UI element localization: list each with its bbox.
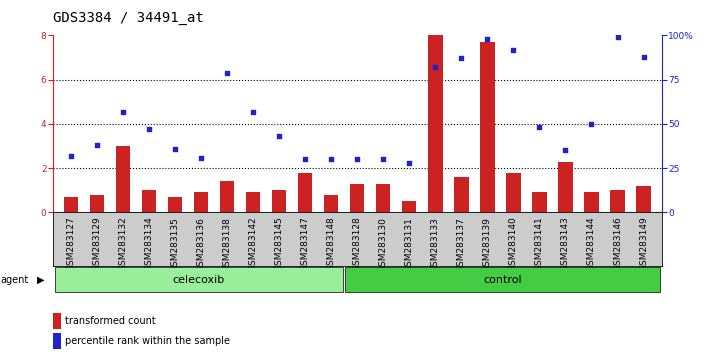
Point <box>92 142 103 148</box>
Bar <box>454 177 469 212</box>
Text: control: control <box>484 275 522 285</box>
Text: GSM283147: GSM283147 <box>301 217 310 272</box>
Point <box>326 156 337 162</box>
Bar <box>246 193 260 212</box>
Point <box>638 54 649 59</box>
Point <box>560 148 571 153</box>
Bar <box>298 172 313 212</box>
Bar <box>376 184 391 212</box>
Point <box>248 109 259 114</box>
Bar <box>428 35 443 212</box>
Point <box>300 156 311 162</box>
Point <box>455 56 467 61</box>
Point <box>65 153 77 159</box>
Point <box>508 47 519 52</box>
Text: GSM283128: GSM283128 <box>353 217 362 272</box>
Bar <box>272 190 287 212</box>
Bar <box>64 197 78 212</box>
Point <box>170 146 181 152</box>
Text: GSM283136: GSM283136 <box>196 217 206 272</box>
Text: GSM283143: GSM283143 <box>561 217 570 272</box>
Bar <box>194 193 208 212</box>
Text: GSM283148: GSM283148 <box>327 217 336 272</box>
Text: GSM283145: GSM283145 <box>275 217 284 272</box>
Bar <box>636 186 650 212</box>
Text: GSM283131: GSM283131 <box>405 217 414 272</box>
Point <box>222 70 233 75</box>
Point <box>118 109 129 114</box>
Text: GSM283144: GSM283144 <box>587 217 596 271</box>
Text: percentile rank within the sample: percentile rank within the sample <box>65 336 230 346</box>
Bar <box>116 146 130 212</box>
Point <box>586 121 597 127</box>
Bar <box>55 267 343 292</box>
Point <box>377 156 389 162</box>
Bar <box>584 193 598 212</box>
Point <box>352 156 363 162</box>
Text: GDS3384 / 34491_at: GDS3384 / 34491_at <box>53 11 203 25</box>
Text: GSM283149: GSM283149 <box>639 217 648 272</box>
Text: celecoxib: celecoxib <box>172 275 225 285</box>
Text: ▶: ▶ <box>37 275 44 285</box>
Text: GSM283142: GSM283142 <box>249 217 258 271</box>
Text: transformed count: transformed count <box>65 316 156 326</box>
Bar <box>350 184 365 212</box>
Bar <box>324 195 339 212</box>
Text: GSM283146: GSM283146 <box>613 217 622 272</box>
Bar <box>168 197 182 212</box>
Text: GSM283137: GSM283137 <box>457 217 466 272</box>
Point <box>274 133 285 139</box>
Bar <box>345 267 660 292</box>
Text: GSM283135: GSM283135 <box>170 217 180 272</box>
Text: GSM283132: GSM283132 <box>118 217 127 272</box>
Point <box>196 155 207 160</box>
Text: GSM283133: GSM283133 <box>431 217 440 272</box>
Text: GSM283127: GSM283127 <box>66 217 75 272</box>
Point <box>144 126 155 132</box>
Text: GSM283139: GSM283139 <box>483 217 492 272</box>
Bar <box>142 190 156 212</box>
Point <box>403 160 415 166</box>
Text: GSM283141: GSM283141 <box>535 217 544 272</box>
Point <box>429 64 441 70</box>
Bar <box>506 172 520 212</box>
Bar <box>610 190 624 212</box>
Bar <box>532 193 546 212</box>
Point <box>612 34 623 40</box>
Text: agent: agent <box>1 275 29 285</box>
Bar <box>480 42 494 212</box>
Text: GSM283129: GSM283129 <box>92 217 101 272</box>
Bar <box>558 161 572 212</box>
Text: GSM283138: GSM283138 <box>222 217 232 272</box>
Text: GSM283134: GSM283134 <box>144 217 153 272</box>
Point <box>482 36 493 42</box>
Text: GSM283140: GSM283140 <box>509 217 518 272</box>
Text: GSM283130: GSM283130 <box>379 217 388 272</box>
Point <box>534 125 545 130</box>
Bar <box>402 201 417 212</box>
Bar <box>90 195 104 212</box>
Bar <box>220 181 234 212</box>
